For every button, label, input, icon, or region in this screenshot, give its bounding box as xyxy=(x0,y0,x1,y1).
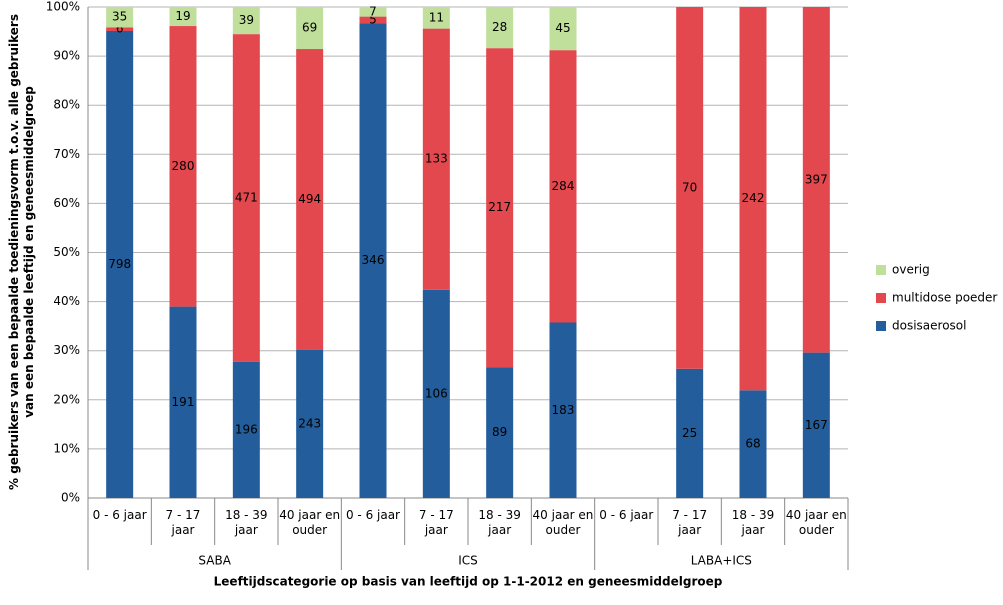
x-tick-label: 0 - 6 jaar xyxy=(345,508,400,522)
group-label: SABA xyxy=(198,554,231,568)
data-label: 35 xyxy=(112,10,127,24)
bar-segment xyxy=(549,7,577,51)
bar-segment xyxy=(169,7,197,27)
data-label: 106 xyxy=(425,386,448,400)
data-label: 70 xyxy=(682,180,697,194)
data-label: 89 xyxy=(492,425,507,439)
bar-segment xyxy=(739,7,767,391)
y-tick-label: 40% xyxy=(53,294,80,308)
bar-segment xyxy=(232,361,260,498)
data-label: 183 xyxy=(552,403,575,417)
y-tick-label: 80% xyxy=(53,98,80,112)
data-label: 217 xyxy=(488,200,511,214)
data-label: 68 xyxy=(745,437,760,451)
bar-segment xyxy=(296,349,324,498)
bar-segment xyxy=(486,7,514,49)
bar-segment xyxy=(359,23,387,499)
y-tick-label: 70% xyxy=(53,147,80,161)
y-tick-label: 30% xyxy=(53,343,80,357)
data-label: 6 xyxy=(116,22,124,36)
legend-swatch xyxy=(876,321,886,331)
legend-label: overig xyxy=(892,263,930,277)
x-tick-label: 40 jaar en ouder xyxy=(532,508,594,537)
y-tick-label: 20% xyxy=(53,392,80,406)
x-tick-label: 0 - 6 jaar xyxy=(599,508,654,522)
bar-segment xyxy=(232,7,260,35)
data-label: 191 xyxy=(172,395,195,409)
data-label: 25 xyxy=(682,426,697,440)
y-tick-label: 90% xyxy=(53,49,80,63)
data-label: 69 xyxy=(302,21,317,35)
data-label: 243 xyxy=(298,416,321,430)
bar-segment xyxy=(486,367,514,498)
bar-segment xyxy=(676,7,704,369)
bar-segment xyxy=(106,7,134,28)
bar-segment xyxy=(422,289,450,498)
x-tick-label: 7 - 17 jaar xyxy=(165,508,201,537)
y-tick-label: 0% xyxy=(61,491,80,505)
bar-segment xyxy=(106,27,134,31)
bar-segment xyxy=(296,7,324,50)
data-label: 5 xyxy=(369,13,377,27)
data-label: 28 xyxy=(492,20,507,34)
data-label: 798 xyxy=(108,257,131,271)
bar-segment xyxy=(422,7,450,29)
data-label: 133 xyxy=(425,152,448,166)
bar-segment xyxy=(422,28,450,290)
data-label: 39 xyxy=(239,13,254,27)
data-label: 284 xyxy=(552,179,575,193)
y-tick-label: 60% xyxy=(53,196,80,210)
y-tick-label: 10% xyxy=(53,441,80,455)
x-tick-label: 7 - 17 jaar xyxy=(418,508,454,537)
bar-segment xyxy=(359,16,387,24)
data-label: 494 xyxy=(298,192,321,206)
data-label: 7 xyxy=(369,4,377,18)
bar-segment xyxy=(169,306,197,498)
data-label: 11 xyxy=(429,10,444,24)
data-label: 346 xyxy=(362,253,385,267)
data-label: 196 xyxy=(235,422,258,436)
x-tick-label: 40 jaar en ouder xyxy=(785,508,847,537)
bar-segment xyxy=(549,322,577,498)
bar-segment xyxy=(802,7,830,353)
bar-segment xyxy=(296,49,324,350)
y-axis-title: % gebruikers van een bepaalde toediening… xyxy=(7,14,36,490)
y-tick-label: 50% xyxy=(53,245,80,259)
data-label: 280 xyxy=(172,159,195,173)
x-tick-label: 18 - 39 jaar xyxy=(731,508,775,537)
bar-segment xyxy=(232,34,260,362)
legend-swatch xyxy=(876,293,886,303)
bar-segment xyxy=(359,7,387,17)
legend-label: multidose poeder xyxy=(892,291,997,305)
group-label: ICS xyxy=(458,554,478,568)
legend-label: dosisaerosol xyxy=(892,319,966,333)
bar-segment xyxy=(106,30,134,498)
bar-segment xyxy=(802,352,830,498)
data-label: 45 xyxy=(555,21,570,35)
bar-segment xyxy=(169,26,197,307)
x-tick-label: 18 - 39 jaar xyxy=(478,508,521,537)
group-label: LABA+ICS xyxy=(691,554,752,568)
x-tick-label: 40 jaar en ouder xyxy=(279,508,341,537)
legend-swatch xyxy=(876,265,886,275)
x-tick-label: 7 - 17 jaar xyxy=(672,508,708,537)
data-label: 167 xyxy=(805,418,828,432)
bar-segment xyxy=(676,368,704,498)
data-label: 19 xyxy=(175,9,190,23)
x-axis-title: Leeftijdscategorie op basis van leeftijd… xyxy=(214,575,723,589)
data-label: 397 xyxy=(805,172,828,186)
x-tick-label: 0 - 6 jaar xyxy=(92,508,147,522)
x-tick-label: 18 - 39 jaar xyxy=(225,508,268,537)
bar-segment xyxy=(739,390,767,498)
y-tick-label: 100% xyxy=(46,0,80,14)
data-label: 242 xyxy=(742,191,765,205)
bar-segment xyxy=(549,50,577,323)
bar-segment xyxy=(486,48,514,368)
data-label: 471 xyxy=(235,190,258,204)
